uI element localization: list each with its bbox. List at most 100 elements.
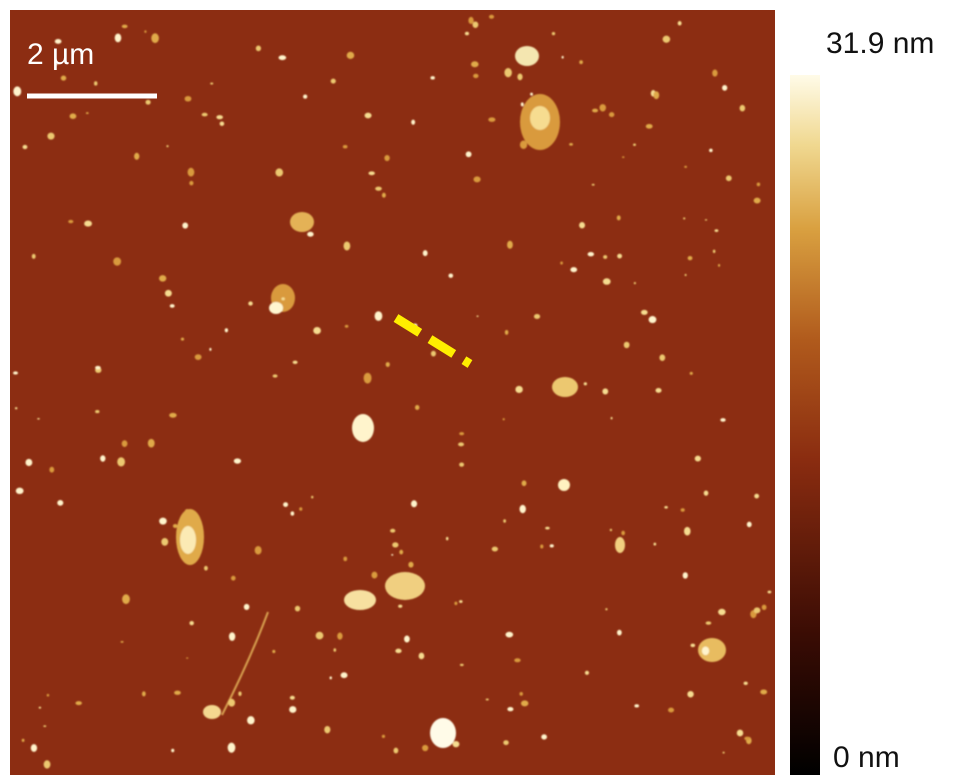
particle [617,254,622,259]
particle [411,500,417,507]
particle [514,658,520,662]
particle [422,745,428,751]
particle [234,458,241,463]
particle [760,689,767,694]
particle [169,413,177,418]
particle [519,505,525,513]
particle [520,140,527,149]
particle [704,490,709,495]
particle [238,691,241,695]
particle [695,456,701,462]
particle [159,275,166,282]
particle [562,56,564,59]
particle [39,707,41,709]
particle [718,609,726,615]
particle [515,386,522,393]
particle [94,81,97,85]
particle [534,314,540,319]
particle [740,105,746,112]
particle [505,330,509,335]
particle [453,741,460,747]
particle [473,176,480,182]
particle [23,145,28,149]
particle [390,529,395,533]
particle [430,76,434,79]
particle [684,166,687,168]
particle [170,304,175,308]
particle [174,691,181,695]
particle [622,156,624,158]
particle [95,410,99,413]
particle [188,168,195,177]
particle [117,457,125,466]
particle [718,264,720,267]
particle [757,183,760,187]
particle [653,91,659,99]
particle [122,594,130,604]
particle [668,708,674,713]
particle [100,455,105,461]
particle [22,739,25,742]
particle [720,418,725,422]
particle [15,407,18,409]
particle [522,480,527,486]
particle [289,706,296,713]
particle [550,544,554,547]
particle [399,550,403,555]
particle [681,508,685,511]
particle [44,760,51,768]
particle [228,743,236,753]
particle [182,222,188,228]
particle [37,418,40,420]
particle [473,74,478,78]
particle [585,671,589,675]
particle [712,70,717,77]
particle [552,32,555,35]
particle [13,86,21,96]
particle [181,338,184,341]
particle [654,543,657,546]
particle [459,463,464,467]
particle [688,256,693,260]
particle [530,93,533,96]
particle [540,544,543,548]
particle [216,115,223,119]
particle [754,198,761,204]
page: 2 µm 31.9 nm 0 nm (() => { const data = … [0,0,963,775]
particle [229,632,235,641]
particle [84,221,92,227]
particle [165,290,172,297]
particle [303,95,307,99]
particle [505,632,513,638]
particle [256,46,261,52]
particle [47,133,54,140]
particle [392,542,398,547]
particle [173,524,178,528]
particle [465,32,469,36]
particle [685,274,687,276]
particle [459,432,464,435]
particle [459,600,463,603]
particle [195,354,202,360]
particle [560,261,563,264]
particle [570,267,577,272]
particle [248,301,253,305]
particle [382,735,385,738]
particle [283,502,288,507]
particle [603,278,611,285]
particle [231,576,236,581]
particle [225,328,228,332]
particle [448,273,453,277]
particle [295,606,300,612]
particle [488,117,495,122]
particle [471,61,479,67]
particle [617,215,621,220]
particle [331,79,336,84]
particle [473,21,479,28]
particle [382,193,386,198]
particle [70,113,77,119]
particle [344,241,351,250]
particle [185,96,192,102]
particle [293,361,298,364]
particle [255,546,262,555]
